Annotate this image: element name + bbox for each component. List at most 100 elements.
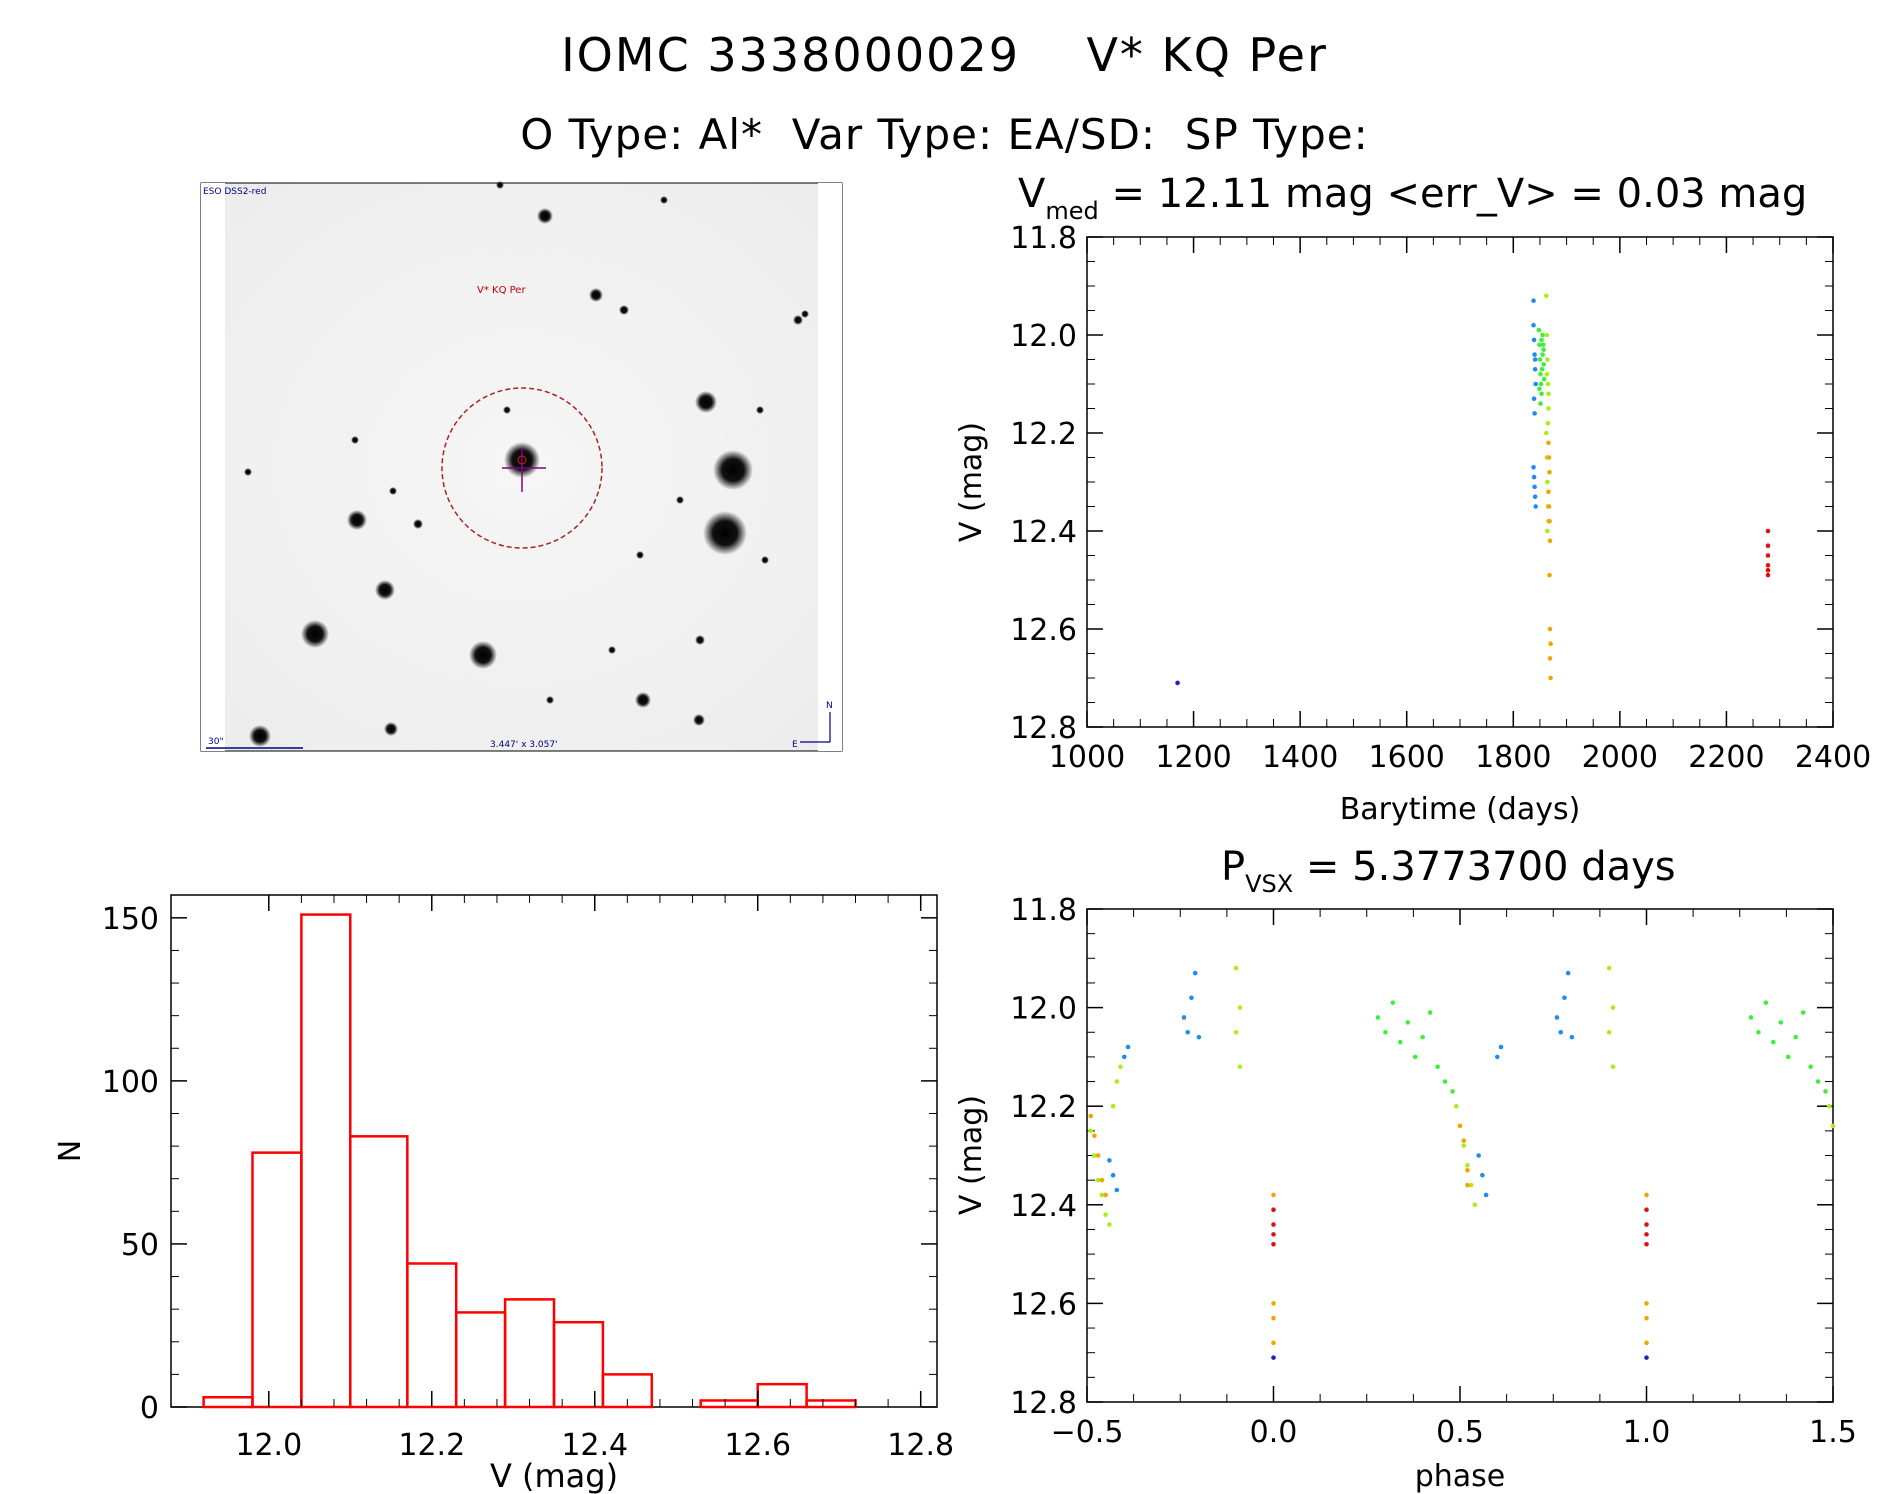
star (301, 620, 329, 648)
histogram-bar (552, 1320, 605, 1409)
xtick-label: 0.0 (1250, 1415, 1298, 1450)
ytick-label: 12.6 (1010, 613, 1077, 648)
data-point-blue (1569, 1034, 1575, 1040)
data-point-orange (1099, 1177, 1105, 1183)
xtick-label: 12.2 (398, 1428, 465, 1463)
phased-title-sub: VSX (1245, 870, 1293, 898)
histogram-ylabel: N (53, 1140, 88, 1162)
data-point-lime (1606, 1029, 1612, 1035)
data-point-green (1538, 401, 1543, 406)
data-point-lime (1095, 1177, 1101, 1183)
data-point-lime (1545, 528, 1550, 534)
histogram-bar (251, 1151, 303, 1409)
data-point-blue (1532, 357, 1538, 362)
data-point-green (1450, 1089, 1455, 1094)
xtick-label: 1.5 (1809, 1415, 1857, 1450)
data-point-lime (1545, 420, 1551, 426)
data-point-green (1808, 1064, 1813, 1070)
lightcurve-xlabel: Barytime (days) (1340, 792, 1581, 827)
data-point-green (1537, 357, 1543, 362)
star (619, 305, 629, 315)
data-point-red (1644, 1222, 1649, 1227)
histogram-bar (300, 913, 352, 1409)
data-point-blue (1114, 1187, 1120, 1193)
star (761, 556, 769, 564)
star (389, 487, 397, 495)
finder-north-label: N (826, 701, 833, 711)
data-point-lime (1468, 1182, 1474, 1188)
data-point-orange (1547, 518, 1552, 524)
data-point-orange (1271, 1315, 1276, 1321)
data-point-red (1644, 1207, 1649, 1213)
data-point-orange (1644, 1315, 1649, 1321)
lightcurve-ytick-labels: 11.8 12.0 12.2 12.4 12.6 12.8 (1010, 221, 1077, 746)
data-point-red (1271, 1222, 1276, 1227)
finder-fov-label: 3.447' x 3.057' (490, 740, 558, 750)
data-point-green (1412, 1054, 1418, 1060)
data-point-green (1539, 337, 1544, 343)
data-point-green (1538, 381, 1544, 387)
star (413, 519, 423, 529)
data-point-green (1420, 1034, 1425, 1040)
data-point-orange (1644, 1192, 1649, 1198)
star (496, 181, 504, 189)
ytick-label: 12.8 (1010, 711, 1077, 746)
data-point-lime (1610, 1005, 1616, 1010)
xtick-label: 2200 (1688, 740, 1764, 775)
phased-ytick-labels: 11.8 12.0 12.2 12.4 12.6 12.8 (1010, 893, 1077, 1421)
finder-chart: ESO DSS2-red V* KQ Per 30" 3.447' x 3.05… (200, 181, 843, 752)
finder-scale-label: 30" (208, 737, 224, 747)
data-point-blue (1532, 352, 1537, 357)
data-point-green (1800, 1010, 1806, 1015)
data-point-blue (1533, 504, 1538, 509)
data-point-blue (1558, 1029, 1564, 1035)
data-point-green (1537, 342, 1542, 348)
data-point-green (1815, 1079, 1821, 1084)
star (713, 450, 753, 490)
histogram-bar (349, 1135, 409, 1409)
data-point-lime (1114, 1079, 1120, 1084)
data-point-lime (1118, 1064, 1123, 1070)
histogram-ticks (171, 895, 937, 1408)
data-point-green (1539, 391, 1544, 397)
lightcurve-plot: Vmed = 12.11 mag <err_V> = 0.03 mag 1000… (954, 171, 1871, 827)
phased-points (1088, 965, 1836, 1360)
data-point-red (1765, 563, 1771, 568)
ytick-label: 150 (102, 902, 159, 937)
data-point-blue (1531, 337, 1537, 343)
data-point-early (1175, 680, 1180, 686)
data-point-blue (1531, 322, 1536, 328)
data-point-blue (1533, 381, 1538, 387)
data-point-blue (1476, 1153, 1481, 1158)
star (503, 406, 511, 414)
lightcurve-ticks (1086, 236, 1834, 728)
data-point-orange (1547, 572, 1552, 578)
finder-right-margin (818, 183, 842, 751)
data-point-red (1271, 1241, 1276, 1247)
data-point-lime (1546, 391, 1551, 397)
data-point-green (1540, 342, 1546, 348)
data-point-blue (1532, 411, 1537, 416)
data-point-orange (1092, 1133, 1097, 1139)
data-point-red (1765, 572, 1771, 578)
ytick-label: 12.4 (1010, 515, 1077, 550)
star (695, 635, 705, 645)
data-point-green (1540, 352, 1545, 357)
xtick-label: −0.5 (1051, 1415, 1124, 1450)
data-point-blue (1531, 396, 1537, 402)
data-point-blue (1189, 995, 1194, 1001)
data-point-red (1271, 1207, 1276, 1213)
data-point-red (1765, 543, 1771, 548)
data-point-blue (1531, 465, 1536, 470)
data-point-blue (1532, 367, 1538, 372)
data-point-green (1442, 1079, 1448, 1084)
ytick-label: 12.0 (1010, 992, 1077, 1027)
data-point-lime (1233, 1029, 1239, 1035)
data-point-orange (1095, 1153, 1101, 1158)
ytick-label: 50 (121, 1228, 159, 1263)
star (537, 208, 553, 224)
ytick-label: 11.8 (1010, 893, 1077, 928)
histogram-bar (202, 1395, 254, 1409)
data-point-lime (1233, 965, 1239, 971)
data-point-blue (1196, 1034, 1202, 1040)
